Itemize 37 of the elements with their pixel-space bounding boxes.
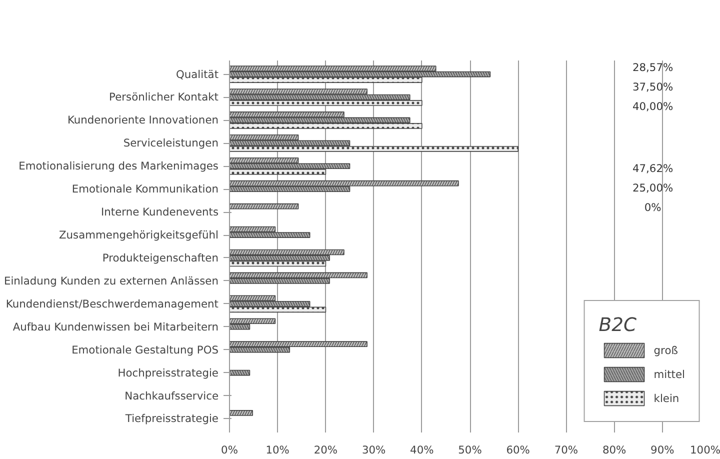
y-tick-label: Zusammengehörigkeitsgefühl (59, 228, 219, 242)
x-tick-label: 50% (458, 444, 482, 456)
x-tick-label: 80% (602, 444, 626, 456)
x-tick-label: 20% (314, 444, 338, 456)
y-tick-label: Aufbau Kundenwissen bei Mitarbeitern (12, 320, 219, 334)
x-tick-label: 90% (650, 444, 674, 456)
y-tick-label: Emotionale Gestaltung POS (72, 343, 219, 356)
y-tick-label: Tiefpreisstrategie (124, 412, 219, 426)
y-tick-label: Einladung Kunden zu externen Anlässen (4, 274, 219, 288)
annotation: 0% (644, 200, 662, 214)
y-tick-label: Emotionale Kommunikation (72, 182, 219, 196)
legend-label: groß (654, 344, 678, 356)
annotation: 25,00% (632, 181, 674, 194)
y-tick-label: Nachkaufsservice (124, 389, 219, 402)
y-tick-label: Interne Kundenevents (101, 206, 219, 219)
y-tick-label: Qualität (176, 68, 219, 81)
annotation: 47,62% (632, 162, 674, 175)
legend-label: mittel (654, 368, 685, 380)
y-tick-label: Emotionalisierung des Markenimages (18, 160, 219, 173)
y-tick-label: Kundenoriente Innovationen (67, 114, 218, 127)
x-tick-label: 70% (554, 444, 578, 456)
y-tick-label: Kundendienst/Beschwerdemanagement (6, 297, 219, 310)
legend-title: B2C (598, 315, 638, 336)
y-tick-label: Serviceleistungen (123, 136, 219, 150)
y-tick-label: Persönlicher Kontakt (109, 90, 219, 104)
annotation: 28,57% (632, 60, 674, 74)
annotation: 40,00% (632, 100, 674, 113)
legend-label: klein (654, 392, 680, 404)
x-tick-label: 40% (410, 444, 434, 456)
y-tick-label: Hochpreisstrategie (118, 366, 219, 380)
y-tick-label: Produkteigenschaften (102, 251, 219, 264)
x-tick-label: 0% (221, 444, 238, 456)
annotation: 37,50% (632, 80, 674, 94)
x-tick-label: 30% (362, 444, 386, 456)
x-tick-label: 10% (266, 444, 290, 456)
x-tick-label: 100% (690, 444, 720, 456)
x-tick-label: 60% (506, 444, 530, 456)
